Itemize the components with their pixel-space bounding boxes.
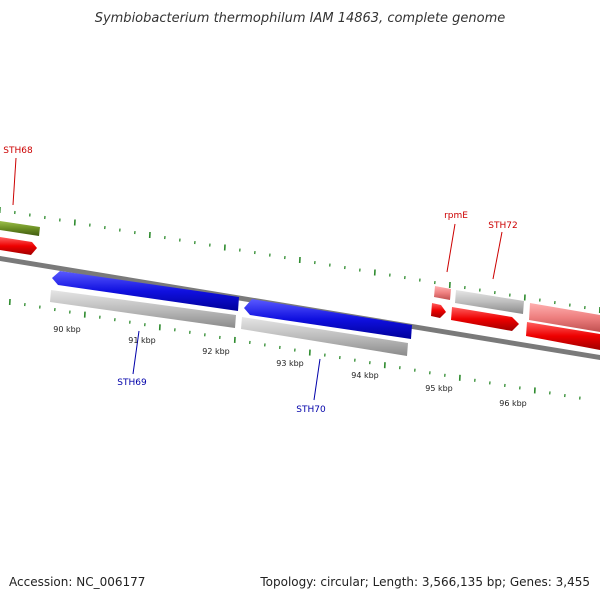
gene-label-sth68[interactable]: STH68 [3,146,33,156]
gene-sth72[interactable] [455,290,524,314]
kbp-label: 93 kbp [276,359,304,368]
rna-next[interactable] [529,303,600,332]
upper-tick-row [0,207,600,314]
olive-feature [0,221,40,236]
leader-sth70 [313,358,321,401]
cds-rpme[interactable] [431,303,446,318]
gene-label-sth70[interactable]: STH70 [296,405,326,415]
gene-label-sth69[interactable]: STH69 [117,378,147,388]
leader-sth72 [492,231,503,280]
kbp-label: 94 kbp [351,371,379,380]
kbp-label: 95 kbp [425,384,453,393]
leader-rpme [446,223,456,273]
accession-text: Accession: NC_006177 [9,575,145,589]
cds-sth68[interactable] [0,237,37,255]
cds-sth69[interactable] [52,271,239,311]
leader-sth68 [12,157,17,206]
gene-label-rpme[interactable]: rpmE [444,211,468,221]
cds-next[interactable] [526,322,600,350]
leader-sth69 [132,330,140,375]
map-title: Symbiobacterium thermophilum IAM 14863, … [95,11,506,26]
kbp-label: 90 kbp [53,325,81,334]
gene-sth69[interactable] [50,290,236,328]
rna-rpme[interactable] [434,286,451,300]
kbp-label: 92 kbp [202,347,230,356]
cds-sth70[interactable] [244,299,412,339]
topology-text: Topology: circular; Length: 3,566,135 bp… [259,575,590,589]
gene-label-sth72[interactable]: STH72 [488,221,517,231]
kbp-label: 91 kbp [128,336,156,345]
gene-sth70[interactable] [241,317,408,356]
cds-sth72[interactable] [451,307,519,331]
lower-tick-row [8,298,581,400]
kbp-label: 96 kbp [499,399,527,408]
